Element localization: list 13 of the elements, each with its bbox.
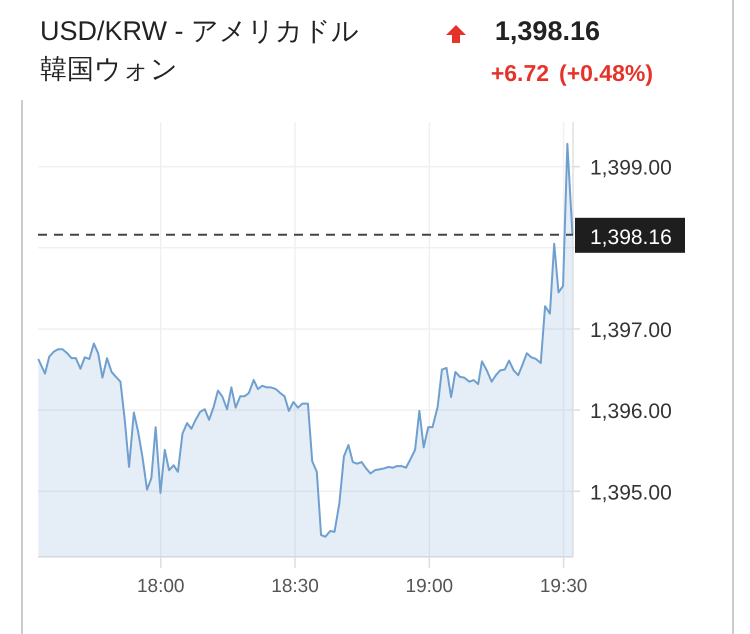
x-tick-label: 19:30: [540, 576, 588, 597]
text: +6.72: [490, 60, 550, 86]
y-tick-label: 1,395.00: [590, 481, 672, 504]
text: (+0.48%): [559, 60, 653, 86]
x-tick-label: 19:00: [406, 576, 454, 597]
y-tick-label: 1,399.00: [590, 156, 672, 180]
x-tick-label: 18:30: [271, 576, 319, 597]
text: 1,398.16: [494, 15, 600, 48]
ref-line-label: 1,398.16: [590, 226, 672, 249]
x-tick-label: 18:00: [136, 576, 185, 597]
y-tick-label: 1,397.00: [590, 318, 672, 342]
y-tick-label: 1,396.00: [590, 400, 672, 424]
chart-title: USD/KRW - アメリカドル韓国ウォン: [40, 15, 360, 86]
